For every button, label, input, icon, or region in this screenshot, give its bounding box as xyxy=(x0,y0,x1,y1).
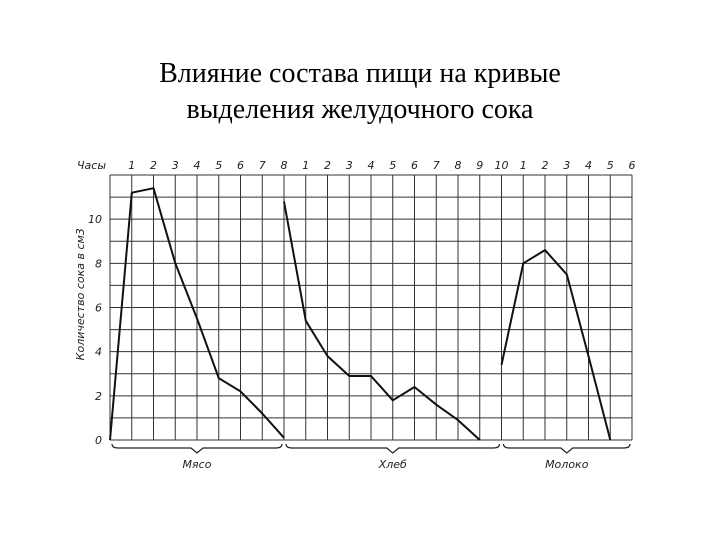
y-tick-label: 6 xyxy=(95,302,102,315)
x-tick-label: 7 xyxy=(433,159,440,172)
y-tick-label: 10 xyxy=(88,213,102,226)
x-tick-label: 2 xyxy=(324,159,331,172)
x-tick-label: 5 xyxy=(215,159,222,172)
x-tick-label: 3 xyxy=(172,159,179,172)
x-tick-label: 4 xyxy=(194,159,201,172)
group-brace xyxy=(285,443,501,454)
slide-title: Влияние состава пищи на кривые выделения… xyxy=(0,56,720,128)
y-tick-label: 8 xyxy=(95,257,102,270)
series-line-0 xyxy=(109,187,285,441)
x-tick-label: 5 xyxy=(389,159,396,172)
x-tick-label: 3 xyxy=(346,159,353,172)
x-tick-label: 1 xyxy=(302,159,309,172)
series-line-2 xyxy=(500,249,612,441)
group-label: Мясо xyxy=(183,458,212,471)
chart-axes xyxy=(111,443,631,454)
y-tick-label: 0 xyxy=(95,434,102,447)
group-label: Молоко xyxy=(545,458,589,471)
x-tick-label: 8 xyxy=(455,159,462,172)
series-line-1 xyxy=(283,201,481,441)
x-tick-label: 3 xyxy=(563,159,570,172)
x-tick-label: 7 xyxy=(259,159,266,172)
x-tick-label: 4 xyxy=(368,159,375,172)
x-tick-label: 6 xyxy=(237,159,244,172)
x-tick-label: 4 xyxy=(585,159,592,172)
hours-label: Часы xyxy=(77,159,106,172)
x-tick-label: 1 xyxy=(520,159,527,172)
y-axis-label: Количество сока в см3 xyxy=(74,228,87,360)
y-tick-label: 4 xyxy=(95,346,102,359)
group-label: Хлеб xyxy=(378,458,407,471)
x-tick-label: 6 xyxy=(411,159,418,172)
x-tick-label: 10 xyxy=(495,159,509,172)
x-tick-label: 5 xyxy=(607,159,614,172)
chart-series xyxy=(109,187,612,441)
x-tick-label: 1 xyxy=(128,159,135,172)
slide-title-line-2: выделения желудочного сока xyxy=(186,94,534,125)
x-tick-label: 9 xyxy=(476,159,483,172)
x-tick-label: 8 xyxy=(281,159,288,172)
slide-title-line-1: Влияние состава пищи на кривые xyxy=(159,58,561,89)
x-tick-label: 2 xyxy=(542,159,549,172)
x-tick-label: 6 xyxy=(629,159,636,172)
group-brace xyxy=(502,443,631,454)
y-tick-label: 2 xyxy=(95,390,102,403)
x-tick-label: 2 xyxy=(150,159,157,172)
chart-grid xyxy=(109,174,633,441)
group-brace xyxy=(111,443,283,454)
